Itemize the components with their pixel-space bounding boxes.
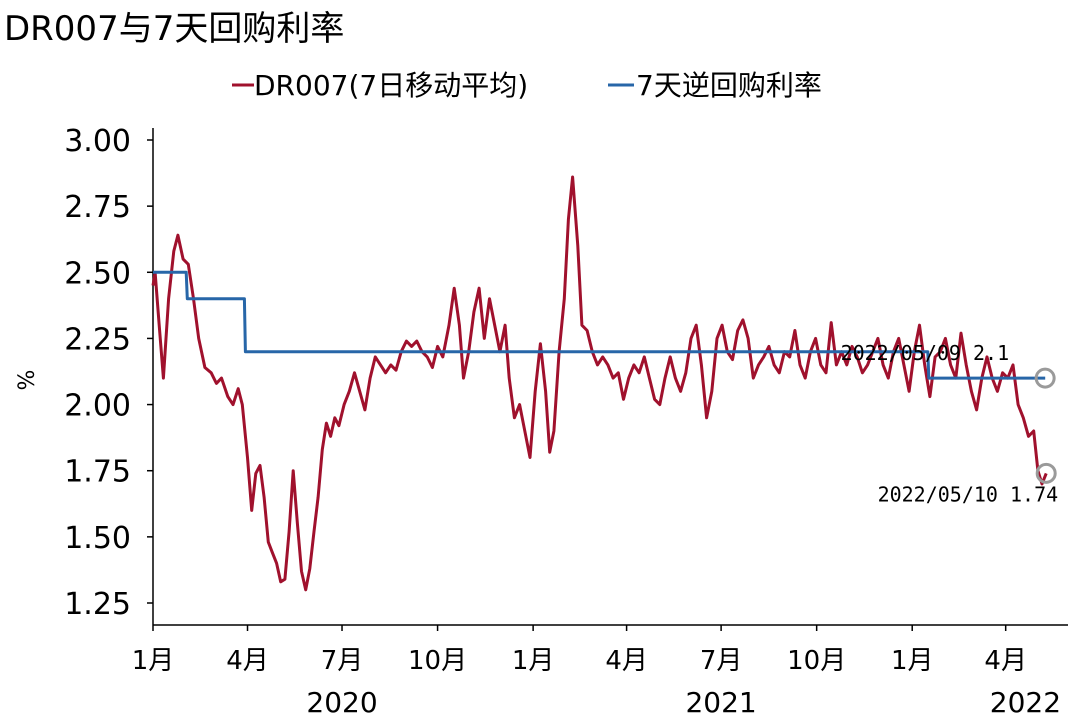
y-tick-label: 1.50 (64, 521, 131, 556)
annotation-label: 2022/05/10 1.74 (878, 482, 1059, 506)
y-tick-label: 1.25 (64, 587, 131, 622)
annotation-label: 2022/05/09 2.1 (841, 341, 1010, 365)
y-tick-label: 2.00 (64, 389, 131, 424)
chart-title: DR007与7天回购利率 (4, 9, 344, 49)
x-tick-label: 1月 (512, 646, 555, 676)
x-year-label: 2022 (990, 686, 1061, 717)
series-line-dr007 (151, 175, 1048, 592)
legend-label-reverse-repo: 7天逆回购利率 (636, 69, 822, 102)
x-year-label: 2021 (685, 686, 756, 717)
x-tick-label: 1月 (132, 646, 175, 676)
series-layer (151, 175, 1048, 592)
y-axis-label: % (15, 370, 40, 391)
y-tick-label: 2.25 (64, 322, 131, 357)
x-year-label: 2020 (306, 686, 377, 717)
annotation-marker (1035, 462, 1057, 484)
y-tick-label: 3.00 (64, 124, 131, 159)
x-tick-label: 4月 (605, 646, 648, 676)
x-tick-label: 7月 (700, 646, 743, 676)
legend-label-dr007: DR007(7日移动平均) (254, 69, 528, 102)
x-tick-label: 4月 (984, 646, 1027, 676)
x-tick-label: 7月 (321, 646, 364, 676)
x-tick-label: 10月 (408, 646, 467, 676)
y-tick-label: 2.50 (64, 256, 131, 291)
x-tick-label: 10月 (787, 646, 846, 676)
y-tick-label: 2.75 (64, 190, 131, 225)
legend: DR007(7日移动平均) 7天逆回购利率 (232, 69, 822, 102)
annotation-layer: 2022/05/09 2.1 2022/05/10 1.74 (841, 341, 1059, 506)
y-axis: 3.00 2.75 2.50 2.25 2.00 1.75 1.50 1.25 (64, 124, 154, 625)
annotation-marker (1034, 367, 1056, 389)
x-tick-label: 1月 (891, 646, 934, 676)
series-line-reverse-repo (153, 270, 1046, 380)
y-tick-label: 1.75 (64, 455, 131, 490)
x-axis: 1月 4月 7月 10月 1月 4月 7月 10月 1月 4月 2020 2021 2022 (132, 624, 1068, 717)
x-tick-label: 4月 (226, 646, 269, 676)
